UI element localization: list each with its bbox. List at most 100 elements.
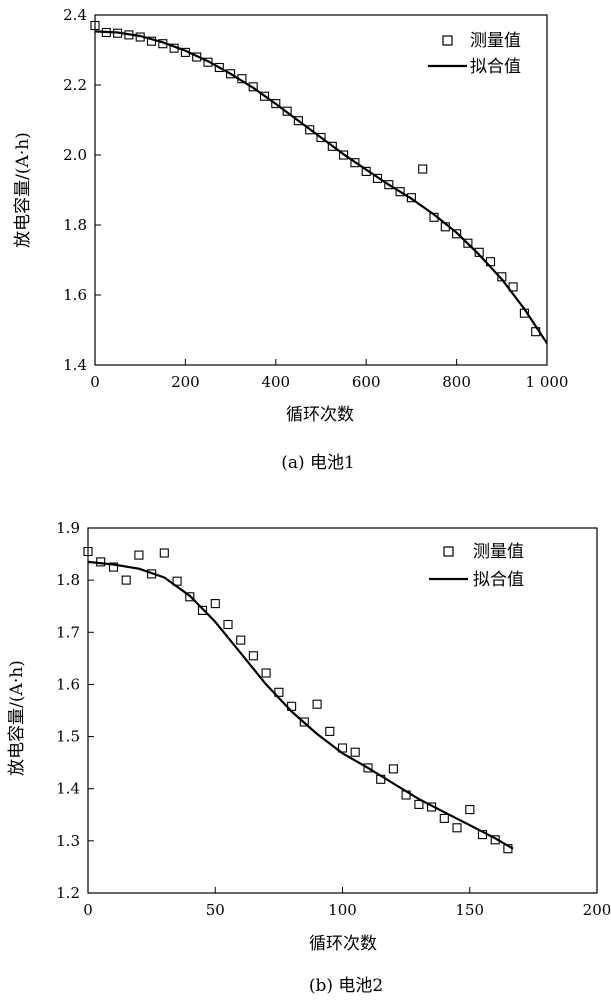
y-tick-label-a: 1.4	[63, 356, 87, 374]
x-axis-title-b: 循环次数	[309, 934, 377, 954]
y-tick-label-a: 1.8	[63, 216, 87, 234]
measured-point-b	[325, 726, 335, 736]
measured-point-b	[121, 575, 131, 585]
measured-point-a	[135, 32, 145, 42]
y-tick-label-b: 1.8	[56, 571, 80, 589]
measured-point-b	[108, 562, 119, 572]
x-tick-label-a: 0	[90, 373, 100, 391]
plot-frame-a	[94, 14, 548, 366]
y-tick-label-b: 1.6	[56, 675, 80, 693]
x-tick-label-b: 50	[206, 901, 225, 919]
measured-point-a	[339, 150, 349, 160]
legend-b: 测量值 拟合值	[429, 542, 524, 590]
y-tick-label-b: 1.5	[56, 728, 80, 746]
measured-point-b	[83, 546, 93, 557]
measured-point-a	[214, 62, 224, 73]
y-axis-title-b: 放电容量/(A·h)	[7, 660, 27, 776]
measured-point-a	[169, 43, 179, 53]
x-tick-label-a: 800	[442, 373, 471, 391]
measured-point-b	[274, 687, 284, 697]
measured-point-b	[452, 823, 462, 833]
measured-point-a	[361, 166, 371, 176]
measured-point-b	[337, 743, 348, 753]
measured-point-a	[327, 141, 337, 151]
x-tick-label-b: 200	[583, 901, 611, 919]
measured-point-b	[414, 799, 424, 809]
measured-point-a	[395, 187, 405, 197]
chart-panel-b: 0 50 100 150 200 1.2 1.3 1.4 1.5 1.6 1.7 1.8 1.9 测量值…	[7, 519, 611, 996]
measured-point-a	[226, 69, 236, 79]
y-tick-label-a: 2.0	[63, 146, 87, 164]
measured-point-b	[350, 747, 360, 757]
y-tick-label-b: 1.7	[56, 623, 80, 641]
y-axis-title-a: 放电容量/(A·h)	[13, 132, 33, 248]
measured-point-a	[237, 74, 247, 84]
measured-point-b	[465, 805, 475, 815]
plot-area-a: 0 200 400 600 800 1 000 1.4 1.6 1.8 2.0 2.2 2.4	[63, 6, 568, 391]
measured-point-b	[236, 635, 246, 645]
measured-point-b	[147, 569, 157, 579]
measured-point-a	[146, 36, 157, 46]
measured-point-b	[401, 790, 411, 800]
measured-point-b	[185, 592, 195, 602]
measured-point-b	[427, 802, 437, 812]
measured-point-a	[90, 20, 100, 31]
measured-point-a	[452, 229, 462, 239]
measured-point-b	[477, 830, 488, 840]
legend-marker-measured-a	[442, 35, 453, 46]
measured-point-a	[350, 158, 360, 168]
measured-point-a	[113, 28, 123, 38]
legend-label-measured-b: 测量值	[473, 542, 524, 562]
plot-area-b: 0 50 100 150 200 1.2 1.3 1.4 1.5 1.6 1.7 1.8 1.9	[56, 519, 611, 919]
x-tick-label-a: 1 000	[526, 373, 569, 391]
y-tick-label-b: 1.4	[56, 780, 80, 798]
measured-point-b	[287, 701, 297, 711]
measured-point-a	[485, 257, 496, 267]
chart-panel-a: 0 200 400 600 800 1 000 1.4 1.6 1.8 2.0 2.2 2.4 测量值…	[13, 6, 568, 473]
y-tick-label-a: 2.4	[63, 6, 87, 24]
measured-point-a	[203, 57, 213, 67]
fitted-curve-b	[87, 560, 514, 850]
measured-point-a	[101, 27, 111, 38]
measured-point-a	[248, 82, 258, 92]
measured-point-a	[180, 47, 190, 57]
measured-point-a	[158, 39, 168, 49]
measured-point-a	[463, 238, 473, 248]
measured-point-a	[418, 164, 428, 174]
measured-point-b	[261, 668, 271, 678]
measured-point-a	[282, 106, 292, 116]
measured-point-a	[271, 99, 281, 109]
x-tick-label-b: 100	[328, 901, 357, 919]
measured-point-b	[172, 576, 182, 586]
legend-label-fitted-b: 拟合值	[473, 570, 524, 590]
measured-point-b	[134, 550, 144, 560]
measured-point-b	[376, 774, 386, 784]
measured-point-b	[96, 557, 106, 567]
y-tick-label-b: 1.9	[56, 519, 80, 537]
measured-point-a	[316, 132, 326, 143]
measured-point-a	[293, 116, 303, 126]
measured-point-b	[503, 844, 513, 854]
caption-b: (b) 电池2	[309, 976, 383, 996]
measured-point-b	[210, 599, 220, 609]
legend-label-measured-a: 测量值	[470, 31, 521, 51]
measured-point-a	[305, 125, 315, 135]
measured-point-a	[429, 212, 439, 222]
measured-point-b	[299, 717, 309, 727]
measured-point-b	[223, 619, 233, 630]
caption-a: (a) 电池1	[281, 453, 355, 473]
measured-point-b	[197, 605, 208, 615]
fitted-curve-a	[94, 30, 548, 344]
measured-point-a	[384, 180, 394, 190]
legend-marker-measured-b	[443, 546, 454, 557]
x-tick-label-a: 200	[171, 373, 200, 391]
y-tick-label-a: 2.2	[63, 76, 87, 94]
x-tick-label-a: 400	[261, 373, 290, 391]
legend-a: 测量值 拟合值	[428, 31, 521, 77]
x-tick-label-b: 150	[455, 901, 484, 919]
measured-point-a	[531, 327, 541, 337]
y-tick-label-a: 1.6	[63, 286, 87, 304]
measured-point-a	[508, 282, 518, 292]
measured-point-a	[124, 30, 134, 40]
